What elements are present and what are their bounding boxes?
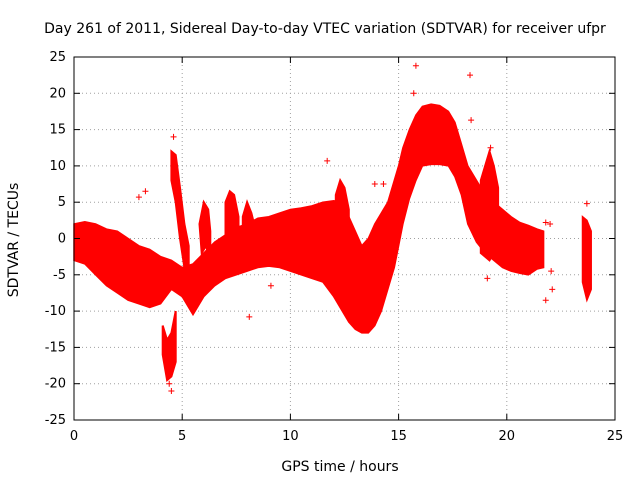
outlier-point (324, 157, 331, 164)
chart-title: Day 261 of 2011, Sidereal Day-to-day VTE… (44, 21, 606, 37)
spike-2 (170, 149, 190, 279)
spike-3 (198, 199, 212, 261)
outlier-point (542, 219, 549, 226)
outlier-point (203, 286, 210, 293)
series-band-1 (581, 215, 592, 303)
outlier-point (547, 220, 554, 227)
outlier-point (583, 200, 590, 207)
y-axis-title: SDTVAR / TECUs (6, 183, 22, 298)
outlier-point (142, 188, 149, 195)
spike-7 (479, 147, 500, 262)
spike-0 (137, 252, 147, 291)
outlier-point (548, 268, 555, 275)
outlier-point (371, 181, 378, 188)
x-tick-label: 15 (390, 429, 407, 444)
y-tick-label: 0 (58, 232, 66, 247)
tick-layer: 0 5 10 15 20 25 -25 -20 -15 -10 -5 0 5 10 15 20 25 (45, 50, 624, 444)
outlier-point (135, 194, 142, 201)
y-tick-label: -25 (45, 413, 66, 428)
x-axis-title: GPS time / hours (281, 459, 398, 475)
outlier-point (410, 90, 417, 97)
outlier-point (168, 387, 175, 394)
y-tick-label: 5 (58, 195, 66, 210)
outlier-point (484, 275, 491, 282)
x-tick-label: 10 (282, 429, 299, 444)
outlier-point (166, 380, 173, 387)
y-tick-label: -5 (53, 268, 66, 283)
outlier-point (380, 181, 387, 188)
outlier-point (487, 144, 494, 151)
spike-6 (334, 177, 350, 302)
outlier-point (170, 133, 177, 140)
y-tick-label: -20 (45, 377, 66, 392)
y-tick-label: -10 (45, 304, 66, 319)
outlier-point (246, 313, 253, 320)
outlier-point (467, 72, 474, 79)
spike-5 (241, 199, 257, 250)
grid-layer (74, 57, 615, 420)
outlier-point (412, 62, 419, 69)
x-tick-label: 25 (607, 429, 624, 444)
outlier-point (267, 282, 274, 289)
outlier-point (542, 297, 549, 304)
series-band-0 (73, 103, 545, 334)
spike-4 (224, 189, 240, 257)
spike-1 (161, 310, 177, 383)
x-tick-label: 20 (499, 429, 516, 444)
y-tick-label: 20 (49, 86, 66, 101)
y-tick-label: 15 (49, 123, 66, 138)
outlier-point (468, 117, 475, 124)
y-tick-label: 10 (49, 159, 66, 174)
x-tick-label: 5 (178, 429, 186, 444)
y-tick-label: 25 (49, 50, 66, 65)
x-tick-label: 0 (70, 429, 78, 444)
y-tick-label: -15 (45, 340, 66, 355)
data-layer (73, 62, 592, 394)
outlier-point (549, 286, 556, 293)
